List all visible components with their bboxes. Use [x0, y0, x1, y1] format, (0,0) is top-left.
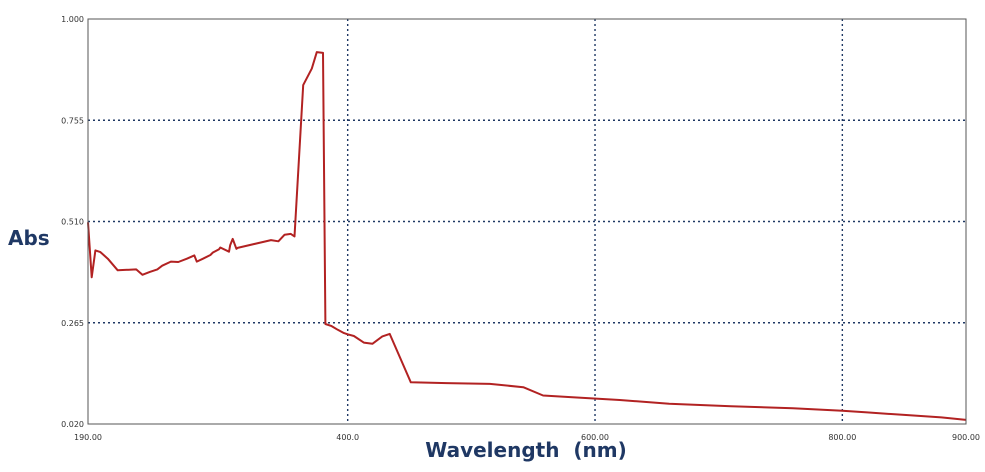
x-tick-label: 900.00	[952, 433, 980, 442]
grid-lines	[88, 19, 966, 424]
series-line-0	[87, 51, 967, 421]
x-axis-label: Wavelength (nm)	[425, 438, 627, 462]
x-tick-label: 600.00	[581, 433, 609, 442]
x-tick-label: 800.00	[828, 433, 856, 442]
y-tick-label: 0.020	[61, 420, 84, 429]
y-tick-label: 0.510	[61, 218, 84, 227]
x-tick-label: 190.00	[74, 433, 102, 442]
y-tick-label: 0.265	[61, 319, 84, 328]
y-tick-labels: 0.020 0.265 0.510 0.755 1.000	[61, 15, 84, 429]
y-axis-label: Abs	[8, 226, 50, 250]
x-tick-labels: 190.00 400.0 600.00 800.00 900.00	[74, 433, 980, 442]
series-layer	[87, 51, 967, 421]
x-tick-label: 400.0	[336, 433, 359, 442]
plot-frame	[87, 18, 967, 425]
y-tick-label: 1.000	[61, 15, 84, 24]
y-tick-label: 0.755	[61, 116, 84, 125]
